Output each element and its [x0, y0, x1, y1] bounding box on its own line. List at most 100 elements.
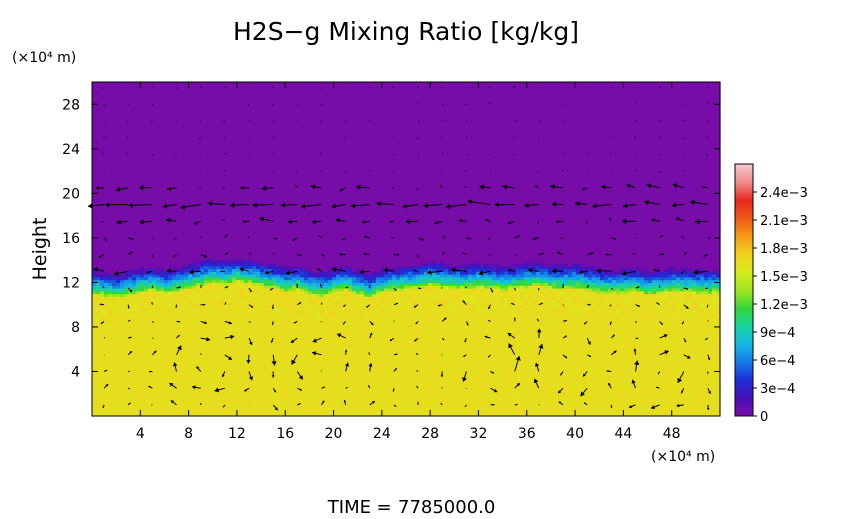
vector-arrow	[416, 137, 419, 139]
vector-arrow	[127, 319, 131, 322]
vector-arrow	[623, 203, 636, 209]
vector-arrow	[490, 287, 494, 293]
vector-arrow	[562, 153, 565, 155]
vector-arrow	[656, 302, 660, 306]
vector-arrow	[224, 252, 229, 256]
vector-arrow	[389, 220, 394, 223]
vector-arrow	[127, 304, 130, 309]
vector-arrow	[490, 371, 495, 374]
vector-arrow	[514, 287, 516, 291]
x-tick-label: 44	[614, 426, 632, 442]
y-tick-label: 28	[62, 97, 80, 113]
colorbar-tick-label: 1.2e−3	[760, 298, 808, 313]
vector-arrow	[139, 219, 153, 225]
vector-arrow	[98, 254, 105, 259]
vector-arrow	[392, 170, 395, 173]
vector-arrow	[465, 286, 467, 289]
vector-arrow	[706, 86, 709, 88]
vector-arrow	[441, 136, 443, 139]
vector-arrow	[606, 370, 612, 373]
vector-arrow	[355, 184, 370, 190]
vector-arrow	[551, 268, 564, 274]
vector-arrow	[706, 304, 709, 308]
chart-title: H2S−g Mixing Ratio [kg/kg]	[233, 17, 579, 46]
vector-arrow	[635, 103, 637, 105]
vector-arrow	[413, 304, 419, 308]
vector-arrow	[224, 354, 233, 361]
vector-arrow	[415, 352, 419, 356]
vector-arrow	[537, 153, 540, 155]
x-tick-label: 4	[136, 426, 145, 442]
vector-arrow	[658, 119, 660, 122]
vector-arrow	[318, 234, 322, 239]
vector-arrow	[532, 237, 539, 241]
colorbar-frame	[734, 163, 754, 417]
x-tick-label: 40	[566, 426, 584, 442]
vector-arrow	[442, 103, 444, 106]
vector-arrow	[296, 283, 299, 289]
vector-arrow	[336, 333, 346, 339]
vector-arrow	[583, 402, 588, 406]
vector-arrow	[176, 286, 181, 289]
vector-arrow	[538, 120, 541, 123]
vector-arrow	[223, 120, 226, 123]
vector-arrow	[343, 304, 346, 308]
vector-arrow	[224, 153, 226, 155]
vector-arrow	[200, 336, 211, 342]
vector-arrow	[138, 184, 153, 191]
y-tick-label: 4	[71, 364, 80, 380]
y-axis-label: Height	[29, 218, 51, 281]
vector-arrow	[659, 170, 661, 173]
vector-arrow	[707, 387, 711, 395]
colorbar-tick-label: 0	[760, 410, 768, 425]
vector-arrow	[280, 202, 298, 208]
colorbar-tick-label: 1.5e−3	[760, 270, 808, 285]
vector-arrow	[244, 387, 250, 392]
vector-arrow	[600, 184, 612, 190]
vector-arrow	[383, 267, 394, 273]
vector-arrow	[311, 219, 322, 225]
vector-arrow	[368, 352, 371, 356]
vector-arrow	[592, 203, 612, 209]
vector-arrow	[683, 119, 686, 122]
vector-arrow	[271, 321, 274, 326]
vector-arrow	[393, 367, 397, 372]
vector-arrow	[466, 237, 472, 240]
vector-arrow	[414, 337, 419, 342]
colorbar-tick-label: 2.4e−3	[760, 186, 808, 201]
vector-arrow	[538, 302, 543, 306]
vector-arrow	[320, 120, 322, 123]
vector-arrow	[269, 287, 274, 291]
vector-arrow	[126, 153, 129, 155]
vector-arrow	[621, 270, 636, 277]
vector-arrow	[103, 383, 109, 389]
vector-arrow	[264, 270, 274, 275]
vector-arrow	[466, 87, 468, 89]
vector-arrow	[296, 371, 304, 380]
vector-arrow	[248, 337, 253, 346]
vector-arrow	[441, 387, 443, 389]
vector-arrow	[439, 184, 443, 189]
colorbar-tick-label: 1.8e−3	[760, 242, 808, 257]
vector-arrow	[527, 267, 539, 273]
vector-arrow	[644, 199, 660, 205]
vector-arrow	[467, 199, 491, 205]
x-tick-label: 12	[228, 426, 246, 442]
vector-arrow	[173, 237, 177, 240]
vector-arrow	[392, 86, 395, 88]
vector-arrow	[633, 136, 636, 139]
vector-arrow	[462, 371, 467, 382]
vector-arrow	[312, 337, 322, 343]
vector-arrow	[537, 170, 540, 173]
vector-arrow	[514, 235, 520, 239]
vector-arrow	[149, 370, 153, 373]
vector-arrow	[272, 404, 279, 411]
vector-arrow	[222, 404, 226, 408]
vector-arrow	[344, 349, 348, 355]
vector-arrow	[95, 186, 105, 190]
colorbar-tick-label: 3e−4	[760, 382, 795, 397]
x-tick-label: 28	[421, 426, 439, 442]
vector-arrow	[316, 267, 322, 272]
vector-arrow	[127, 387, 131, 390]
vector-arrow	[484, 335, 491, 339]
